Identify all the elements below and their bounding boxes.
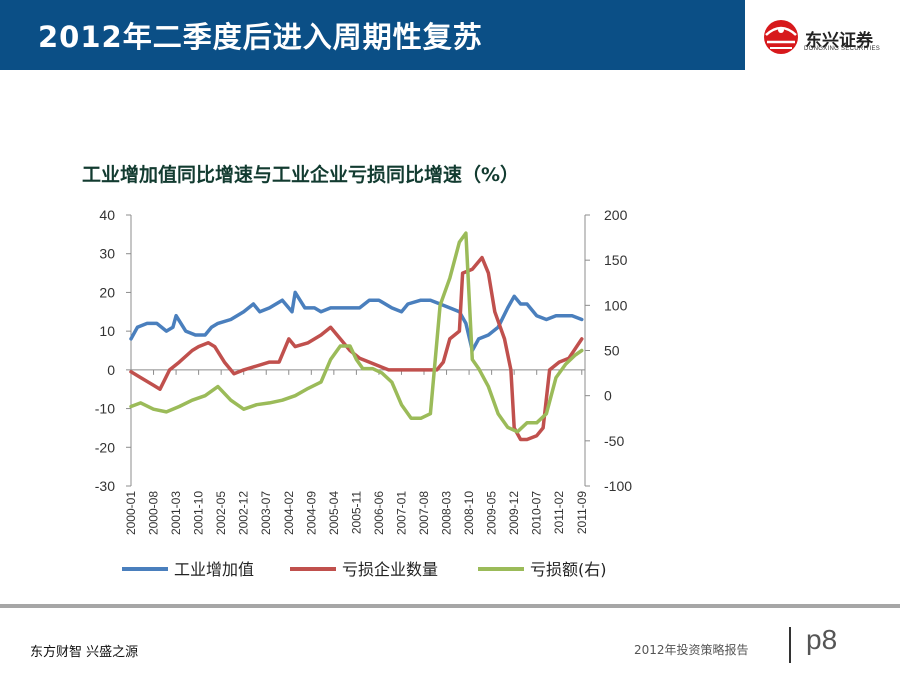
logo-emblem-icon — [764, 20, 798, 54]
left-tick-label: -10 — [95, 401, 115, 417]
legend-label: 亏损额(右) — [530, 560, 607, 579]
x-tick-label: 2011-09 — [575, 491, 589, 534]
left-tick-label: 20 — [99, 284, 115, 300]
right-tick-label: -100 — [604, 478, 632, 494]
right-tick-label: 0 — [604, 388, 612, 404]
x-tick-label: 2004-09 — [304, 491, 318, 535]
x-tick-label: 2010-07 — [530, 491, 544, 535]
footer-report-name: 2012年投资策略报告 — [634, 643, 749, 657]
page-title: 2012年二季度后进入周期性复苏 — [38, 20, 483, 54]
left-tick-label: 10 — [99, 323, 115, 339]
x-tick-label: 2003-07 — [259, 491, 273, 535]
x-tick-label: 2002-05 — [214, 491, 228, 535]
page-number: p8 — [806, 624, 838, 655]
series-line — [129, 290, 584, 353]
x-tick-label: 2005-04 — [327, 491, 341, 535]
x-tick-label: 2001-10 — [192, 491, 206, 535]
footer-divider — [0, 604, 900, 608]
left-tick-label: -30 — [95, 478, 115, 494]
x-tick-label: 2005-11 — [349, 491, 363, 534]
right-tick-label: 100 — [604, 297, 628, 313]
left-tick-label: -20 — [95, 439, 115, 455]
right-tick-label: -50 — [604, 433, 624, 449]
footer-slogan: 东方财智 兴盛之源 — [30, 645, 139, 660]
x-tick-label: 2011-02 — [552, 491, 566, 534]
logo-name: 东兴证券 — [805, 31, 873, 51]
x-tick-label: 2007-08 — [417, 491, 431, 535]
line-chart: -30-20-10010203040-100-50050100150200200… — [95, 207, 632, 579]
legend-label: 工业增加值 — [174, 560, 254, 579]
left-tick-label: 30 — [99, 246, 115, 262]
left-tick-label: 40 — [99, 207, 115, 223]
chart-title: 工业增加值同比增速与工业企业亏损同比增速（%） — [82, 164, 520, 186]
x-tick-label: 2001-03 — [169, 491, 183, 535]
x-tick-label: 2009-12 — [507, 491, 521, 535]
right-tick-label: 150 — [604, 252, 628, 268]
footer-separator — [789, 627, 791, 663]
x-tick-label: 2004-02 — [282, 491, 296, 535]
header-bar — [0, 0, 745, 70]
legend-label: 亏损企业数量 — [342, 560, 438, 579]
series-line — [129, 255, 584, 442]
x-tick-label: 2006-06 — [372, 491, 386, 535]
x-tick-label: 2008-03 — [440, 491, 454, 535]
x-tick-label: 2009-05 — [485, 491, 499, 535]
x-tick-label: 2000-08 — [147, 491, 161, 535]
right-tick-label: 50 — [604, 343, 620, 359]
x-tick-label: 2000-01 — [124, 491, 138, 535]
left-tick-label: 0 — [107, 362, 115, 378]
x-tick-label: 2002-12 — [237, 491, 251, 535]
x-tick-label: 2007-01 — [394, 491, 408, 535]
right-tick-label: 200 — [604, 207, 628, 223]
logo-subtitle: DONGXING SECURITIES — [804, 46, 881, 52]
series-line — [129, 231, 584, 434]
x-tick-label: 2008-10 — [462, 491, 476, 535]
